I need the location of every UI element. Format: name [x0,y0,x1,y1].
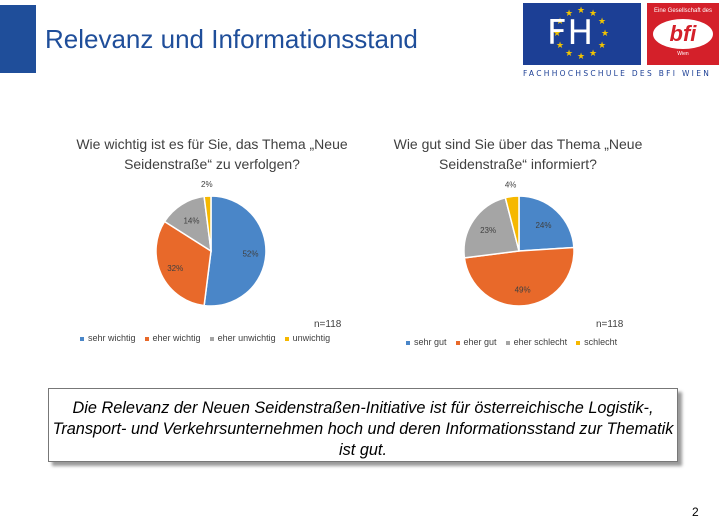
legend-item: sehr wichtig [80,333,136,343]
chart-2-slice-sehr-gut [518,195,575,252]
chart-2-data-label: 49% [515,285,531,294]
eu-star-icon: ★ [577,51,586,61]
chart-1-data-label: 32% [167,264,183,273]
chart-2-n-label: n=118 [596,319,624,330]
chart-1-data-label: 14% [183,216,199,225]
legend-swatch [209,336,214,341]
chart-2-slice-eher-gut [463,246,575,307]
eu-star-icon: ★ [553,28,562,38]
legend-swatch [80,336,84,341]
fh-logo-text: FH [547,13,595,53]
legend-label: unwichtig [292,333,331,343]
legend-label: schlecht [584,337,618,347]
chart-1-slice-sehr-wichtig [203,195,267,307]
legend-item: eher unwichtig [209,333,276,343]
eu-star-icon: ★ [565,48,574,58]
chart-1-title: Wie wichtig ist es für Sie, das Thema „N… [76,136,348,172]
chart-2-title: Wie gut sind Sie über das Thema „Neue Se… [393,136,643,172]
page-number: 2 [692,505,699,519]
eu-star-icon: ★ [556,16,565,26]
eu-star-icon: ★ [589,8,598,18]
title-accent-bar [0,5,36,73]
legend-swatch [144,336,149,341]
bfi-tagline: Eine Gesellschaft des [653,8,713,14]
chart-1-data-label: 52% [242,250,258,259]
legend-item: eher schlecht [505,337,568,347]
legend-item: schlecht [576,337,617,347]
legend-label: sehr gut [414,337,447,347]
eu-star-icon: ★ [598,40,607,50]
legend-label: eher unwichtig [217,333,276,343]
legend-item: sehr gut [406,337,447,347]
legend-label: eher wichtig [152,333,201,343]
logo-caption: FACHHOCHSCHULE DES BFI WIEN [523,69,712,78]
eu-star-icon: ★ [598,16,607,26]
fh-bfi-logo: ★ ★ ★ ★ ★ ★ ★ ★ ★ ★ ★ ★ FH Eine Gesellsc… [523,3,719,79]
legend-label: eher schlecht [513,337,568,347]
eu-star-icon: ★ [565,8,574,18]
chart-2-data-label: 24% [535,221,551,230]
legend-item: eher wichtig [144,333,201,343]
legend-label: eher gut [463,337,497,347]
chart-2-legend: sehr gut eher gut eher schlecht schlecht [406,337,626,347]
chart-1-legend: sehr wichtig eher wichtig eher unwichtig un… [80,333,339,343]
legend-swatch [505,340,510,345]
legend-swatch [284,336,289,341]
legend-label: sehr wichtig [88,333,136,343]
legend-swatch [576,340,581,345]
bfi-logo-box: Eine Gesellschaft des bfi Wien [647,3,719,65]
eu-star-icon: ★ [577,5,586,15]
slide-title: Relevanz und Informationsstand [45,24,418,54]
chart-2-data-label: 4% [505,180,517,189]
legend-item: eher gut [455,337,497,347]
chart-1-data-label: 2% [201,180,213,189]
legend-swatch [455,340,460,345]
conclusion-box: Die Relevanz der Neuen Seidenstraßen-Ini… [48,388,678,462]
chart-1-n-label: n=118 [314,319,342,330]
chart-2-slice-eher-schlecht [463,196,520,259]
bfi-sub-text: Wien [677,51,689,57]
eu-star-icon: ★ [601,28,610,38]
chart-1-slice-unwichtig [203,195,212,252]
legend-swatch [406,340,410,345]
eu-star-icon: ★ [556,40,565,50]
bfi-logo-text: bfi [653,19,713,49]
legend-item: unwichtig [284,333,331,343]
eu-star-icon: ★ [589,48,598,58]
chart-2-slice-schlecht [504,195,520,252]
chart-2-data-label: 23% [480,226,496,235]
fh-logo-box: ★ ★ ★ ★ ★ ★ ★ ★ ★ ★ ★ ★ FH [523,3,641,65]
